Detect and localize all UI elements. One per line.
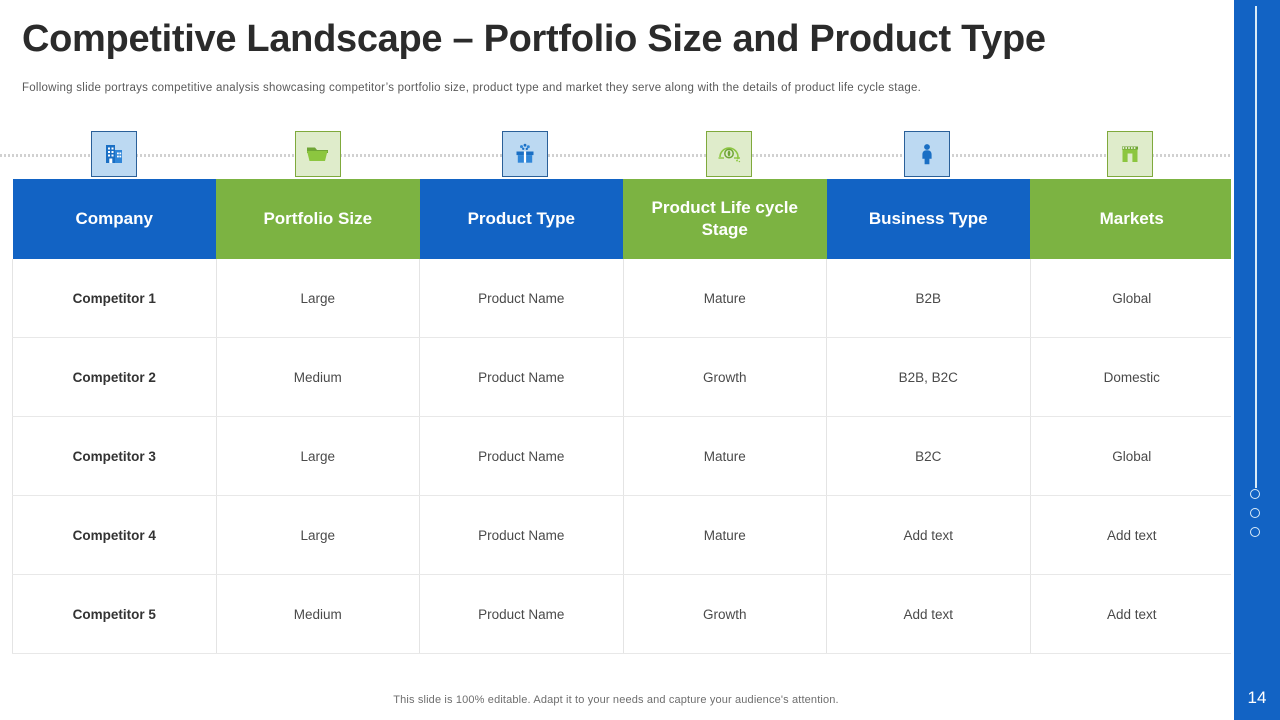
cell-product-type: Product Name bbox=[419, 337, 624, 417]
cell-portfolio-size: Large bbox=[216, 495, 420, 575]
cell-markets: Global bbox=[1030, 416, 1234, 496]
cell-portfolio-size: Large bbox=[216, 259, 420, 338]
cell-product-life-cycle: Growth bbox=[623, 337, 827, 417]
table-header-row: Company Portfolio Size Product Type Prod… bbox=[12, 179, 1234, 259]
cell-product-life-cycle: Mature bbox=[623, 416, 827, 496]
column-header-product-type: Product Type bbox=[419, 179, 623, 259]
slide-canvas: Competitive Landscape – Portfolio Size a… bbox=[0, 18, 1234, 706]
rail-dot-icon bbox=[1250, 508, 1260, 518]
page-title: Competitive Landscape – Portfolio Size a… bbox=[22, 18, 1046, 60]
cell-product-type: Product Name bbox=[419, 574, 624, 654]
person-icon[interactable] bbox=[904, 131, 950, 177]
cell-portfolio-size: Large bbox=[216, 416, 420, 496]
cell-markets: Domestic bbox=[1030, 337, 1234, 417]
cell-markets: Add text bbox=[1030, 574, 1234, 654]
cell-company: Competitor 5 bbox=[12, 574, 217, 654]
cell-product-type: Product Name bbox=[419, 416, 624, 496]
dotted-connector-line bbox=[0, 154, 1232, 157]
rail-dot-icon bbox=[1250, 527, 1260, 537]
cell-business-type: B2C bbox=[826, 416, 1031, 496]
life-cycle-icon[interactable] bbox=[706, 131, 752, 177]
folder-icon[interactable] bbox=[295, 131, 341, 177]
cell-business-type: Add text bbox=[826, 574, 1031, 654]
table-row: Competitor 2 Medium Product Name Growth … bbox=[12, 337, 1234, 417]
icon-strip bbox=[0, 131, 1232, 179]
gift-box-icon[interactable] bbox=[502, 131, 548, 177]
cell-company: Competitor 1 bbox=[12, 259, 217, 338]
column-header-business-type: Business Type bbox=[826, 179, 1030, 259]
page-number: 14 bbox=[1247, 688, 1267, 707]
column-header-company: Company bbox=[12, 179, 216, 259]
cell-markets: Global bbox=[1030, 259, 1234, 338]
table-row: Competitor 4 Large Product Name Mature A… bbox=[12, 495, 1234, 575]
building-icon[interactable] bbox=[91, 131, 137, 177]
rail-dot-icon bbox=[1250, 489, 1260, 499]
column-header-portfolio-size: Portfolio Size bbox=[216, 179, 420, 259]
cell-product-life-cycle: Growth bbox=[623, 574, 827, 654]
right-rail: 14 bbox=[1234, 0, 1280, 720]
cell-company: Competitor 2 bbox=[12, 337, 217, 417]
cell-business-type: Add text bbox=[826, 495, 1031, 575]
cell-product-life-cycle: Mature bbox=[623, 495, 827, 575]
competitive-landscape-table: Company Portfolio Size Product Type Prod… bbox=[12, 179, 1234, 654]
footer-note: This slide is 100% editable. Adapt it to… bbox=[393, 694, 839, 706]
cell-product-type: Product Name bbox=[419, 495, 624, 575]
cell-portfolio-size: Medium bbox=[216, 574, 420, 654]
rail-white-edge bbox=[1231, 0, 1234, 720]
column-header-markets: Markets bbox=[1030, 179, 1234, 259]
cell-company: Competitor 4 bbox=[12, 495, 217, 575]
table-row: Competitor 3 Large Product Name Mature B… bbox=[12, 416, 1234, 496]
cell-business-type: B2B bbox=[826, 259, 1031, 338]
page-subtitle: Following slide portrays competitive ana… bbox=[22, 82, 922, 94]
cell-portfolio-size: Medium bbox=[216, 337, 420, 417]
rail-vertical-line bbox=[1255, 6, 1257, 488]
storefront-icon[interactable] bbox=[1107, 131, 1153, 177]
table-row: Competitor 1 Large Product Name Mature B… bbox=[12, 259, 1234, 338]
table-body: Competitor 1 Large Product Name Mature B… bbox=[12, 259, 1234, 654]
cell-markets: Add text bbox=[1030, 495, 1234, 575]
table-row: Competitor 5 Medium Product Name Growth … bbox=[12, 574, 1234, 654]
cell-business-type: B2B, B2C bbox=[826, 337, 1031, 417]
cell-company: Competitor 3 bbox=[12, 416, 217, 496]
cell-product-type: Product Name bbox=[419, 259, 624, 338]
column-header-product-life-cycle-stage: Product Life cycle Stage bbox=[623, 179, 827, 259]
cell-product-life-cycle: Mature bbox=[623, 259, 827, 338]
